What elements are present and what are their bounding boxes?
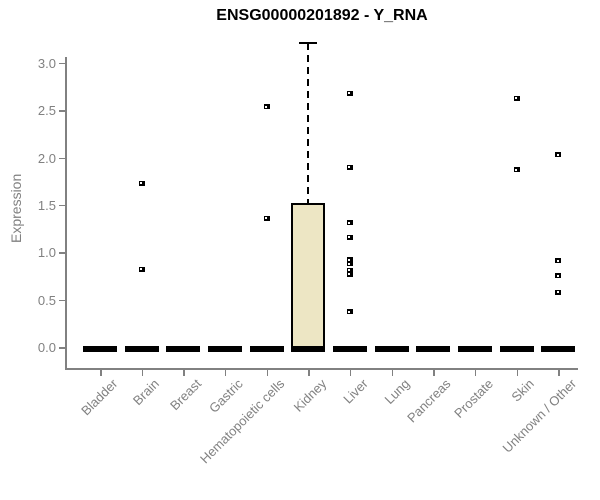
x-tick-label-gastric: Gastric <box>205 376 246 416</box>
outlier-marker <box>346 267 353 273</box>
x-tick-label-kidney: Kidney <box>290 376 329 415</box>
x-tick-label-brain: Brain <box>130 376 163 409</box>
outlier-marker <box>555 258 562 264</box>
outlier-marker <box>263 215 270 221</box>
outlier-marker <box>138 266 145 272</box>
whisker-cap <box>299 42 318 45</box>
outlier-marker <box>346 309 353 315</box>
median-bar <box>499 346 534 352</box>
x-tick-label-pancreas: Pancreas <box>404 376 454 426</box>
plot-title: ENSG00000201892 - Y_RNA <box>216 7 428 24</box>
outlier-marker <box>346 257 353 263</box>
outlier-marker <box>513 167 520 173</box>
x-tick-label-unknown-other: Unknown / Other <box>499 376 579 456</box>
outlier-marker <box>346 90 353 96</box>
x-tick-label-bladder: Bladder <box>78 376 121 419</box>
x-tick <box>141 369 144 376</box>
outlier-marker <box>555 152 562 158</box>
y-tick-label: 2.5 <box>37 103 56 119</box>
y-tick <box>59 252 65 254</box>
x-tick-label-breast: Breast <box>166 376 204 414</box>
x-tick <box>391 369 394 376</box>
outlier-marker <box>346 234 353 240</box>
outlier-marker <box>346 220 353 226</box>
outlier-marker <box>346 164 353 170</box>
outlier-marker <box>346 261 353 267</box>
median-bar <box>374 346 409 352</box>
x-tick <box>558 369 560 376</box>
x-tick <box>308 369 310 376</box>
y-tick-label: 3.0 <box>37 55 56 71</box>
x-tick <box>516 369 519 376</box>
median-bar <box>83 346 117 352</box>
y-tick-label: 0.5 <box>37 292 56 308</box>
x-tick-label-prostate: Prostate <box>450 376 496 421</box>
y-tick <box>59 204 65 207</box>
y-tick <box>59 347 65 349</box>
y-tick <box>59 157 65 160</box>
outlier-marker <box>555 289 562 295</box>
outlier-marker <box>513 95 520 101</box>
outlier-marker <box>555 273 562 279</box>
y-tick-label: 1.0 <box>37 245 56 261</box>
outlier-marker <box>263 104 270 110</box>
x-tick-label-skin: Skin <box>508 376 538 405</box>
y-tick-label: 1.5 <box>37 197 56 213</box>
x-tick <box>266 369 269 376</box>
boxplot-box <box>291 203 326 352</box>
median-bar <box>124 346 159 352</box>
x-tick-label-lung: Lung <box>381 376 413 408</box>
x-tick-label-liver: Liver <box>340 376 371 407</box>
y-tick-label: 2.0 <box>37 150 56 166</box>
outlier-marker <box>346 271 353 277</box>
x-tick <box>433 369 435 376</box>
outlier-marker <box>138 180 145 186</box>
y-tick-label: 0.0 <box>37 340 56 355</box>
x-tick <box>183 369 185 376</box>
median-bar <box>207 346 242 352</box>
median-bar <box>332 346 367 352</box>
x-tick <box>474 369 477 376</box>
median-bar <box>166 346 201 352</box>
median-bar <box>541 346 576 352</box>
x-tick <box>100 369 102 376</box>
x-tick <box>224 369 227 376</box>
y-tick <box>59 299 65 302</box>
y-tick <box>59 62 65 65</box>
y-axis-line <box>65 57 67 370</box>
x-tick <box>349 369 352 376</box>
y-tick <box>59 110 65 112</box>
x-axis-line <box>65 368 578 370</box>
median-bar <box>457 346 492 352</box>
upper-whisker <box>307 43 310 204</box>
median-bar <box>249 346 284 352</box>
median-bar <box>416 346 451 352</box>
